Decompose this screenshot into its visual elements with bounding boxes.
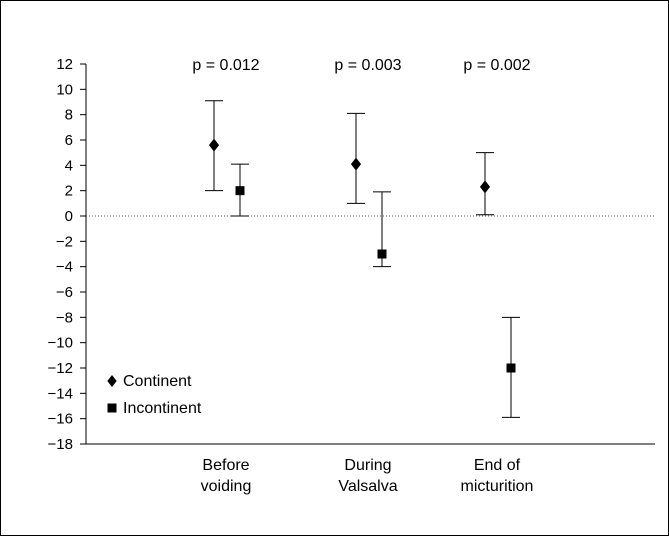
y-tick-label: 2	[65, 183, 73, 200]
x-category-label: micturition	[461, 478, 534, 495]
x-category-label: Valsalva	[338, 478, 397, 495]
y-tick-label: 10	[56, 81, 73, 98]
y-tick-label: −8	[56, 309, 73, 326]
x-category-label: voiding	[201, 478, 252, 495]
data-point-continent	[479, 180, 491, 194]
x-category-label: End of	[474, 457, 521, 474]
y-tick-label: 6	[65, 132, 73, 149]
data-point-incontinent	[506, 363, 516, 373]
p-value-label: p = 0.002	[463, 57, 530, 74]
y-tick-label: 0	[65, 208, 73, 225]
x-category-label: Before	[202, 457, 249, 474]
legend-marker-square	[107, 403, 117, 413]
y-tick-label: −18	[48, 436, 73, 453]
data-point-continent	[208, 138, 220, 152]
y-tick-label: −6	[56, 284, 73, 301]
y-tick-label: −16	[48, 411, 73, 428]
y-tick-label: 4	[65, 157, 73, 174]
y-tick-label: −10	[48, 335, 73, 352]
y-tick-label: 12	[56, 56, 73, 73]
legend-marker-diamond	[107, 375, 117, 387]
data-point-incontinent	[235, 186, 245, 196]
data-point-continent	[350, 157, 362, 171]
x-category-label: During	[344, 457, 391, 474]
y-tick-label: −12	[48, 360, 73, 377]
legend-label: Incontinent	[123, 400, 202, 417]
y-tick-label: 8	[65, 107, 73, 124]
data-point-incontinent	[377, 249, 387, 259]
legend-label: Continent	[123, 373, 192, 390]
y-tick-label: −2	[56, 233, 73, 250]
y-tick-label: −14	[48, 385, 73, 402]
p-value-label: p = 0.012	[192, 57, 259, 74]
y-tick-label: −4	[56, 259, 73, 276]
p-value-label: p = 0.003	[334, 57, 401, 74]
